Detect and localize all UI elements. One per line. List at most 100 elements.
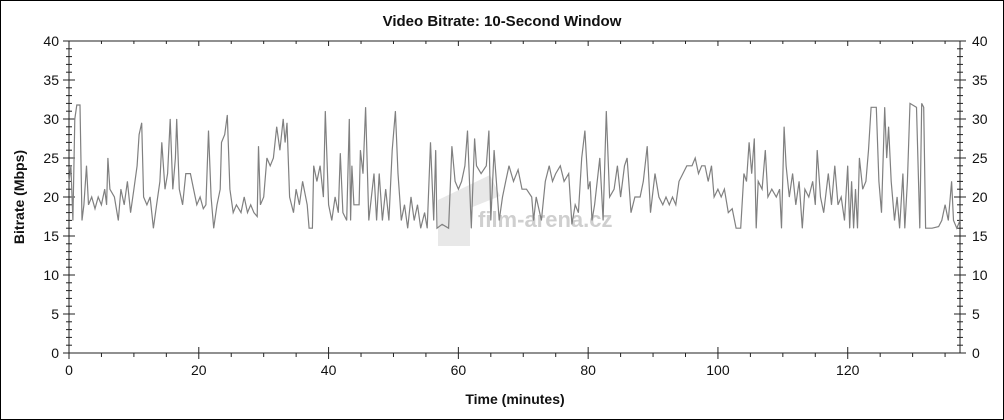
data-point (240, 212, 242, 213)
data-point (213, 227, 215, 229)
y-tick-label: 5 (51, 306, 59, 322)
data-point (312, 227, 313, 229)
y-right-tick-label: 15 (972, 228, 988, 244)
data-point (804, 188, 806, 190)
data-point (338, 212, 339, 213)
data-point (571, 224, 573, 225)
data-point (362, 173, 364, 174)
data-point (182, 204, 183, 206)
data-point (781, 227, 782, 229)
data-point (941, 220, 943, 221)
data-point (485, 165, 487, 167)
data-point (545, 181, 546, 182)
data-point (451, 146, 453, 147)
data-point (420, 227, 422, 229)
data-point (436, 227, 438, 229)
y-right-tick-label: 0 (972, 345, 980, 361)
data-point (476, 165, 477, 167)
data-point (820, 196, 821, 198)
data-point (464, 165, 466, 167)
data-point (812, 181, 813, 182)
data-point (827, 173, 829, 174)
data-point (881, 212, 882, 213)
data-point (785, 165, 787, 167)
data-point (902, 173, 904, 174)
data-point (626, 157, 628, 159)
data-point (388, 220, 390, 221)
data-point (365, 107, 366, 108)
data-point (334, 196, 336, 198)
data-point (136, 165, 138, 167)
data-point (205, 204, 207, 206)
data-point (761, 188, 763, 190)
data-point (224, 134, 226, 135)
data-point (471, 227, 472, 229)
data-point (888, 126, 889, 128)
data-point (620, 196, 621, 198)
data-point (735, 227, 737, 229)
data-point (868, 149, 869, 151)
data-point (404, 204, 405, 206)
data-point (358, 204, 360, 206)
data-point (308, 227, 310, 229)
data-point (448, 227, 449, 229)
data-point (686, 165, 688, 167)
data-point (837, 204, 839, 206)
data-point (260, 204, 261, 206)
data-point (276, 126, 277, 128)
data-point (711, 165, 712, 167)
x-tick-label: 0 (65, 362, 73, 378)
data-point (149, 196, 151, 198)
data-point (159, 181, 161, 182)
data-point (847, 165, 849, 167)
data-point (724, 188, 725, 190)
data-point (120, 188, 122, 190)
data-point (295, 188, 297, 190)
data-point (146, 204, 148, 206)
data-point (831, 204, 832, 206)
data-point (594, 204, 595, 206)
data-point (83, 204, 85, 206)
data-point (552, 181, 553, 182)
data-point (798, 181, 800, 182)
data-point (385, 188, 386, 190)
data-point (169, 118, 171, 120)
data-point (665, 196, 667, 198)
data-point (617, 165, 618, 167)
data-point (266, 157, 268, 159)
data-point (81, 220, 83, 221)
data-point (91, 196, 93, 198)
data-point (371, 196, 372, 198)
data-point (480, 173, 482, 174)
data-point (948, 220, 949, 221)
data-point (624, 165, 625, 167)
data-point (493, 149, 495, 151)
data-point (859, 157, 860, 159)
data-point (467, 130, 468, 131)
data-point (156, 204, 157, 206)
data-point (68, 181, 70, 182)
data-point (907, 181, 908, 182)
data-point (229, 188, 231, 190)
data-point (236, 204, 237, 206)
data-point (286, 122, 288, 124)
chart-title: Video Bitrate: 10-Second Window (383, 13, 622, 30)
data-point (127, 181, 128, 182)
data-point (776, 196, 777, 198)
y-tick-label: 35 (43, 72, 59, 88)
data-point (167, 173, 168, 174)
data-point (639, 196, 641, 198)
data-point (894, 220, 895, 221)
data-point (505, 181, 507, 182)
data-point (269, 165, 271, 167)
x-tick-label: 40 (321, 362, 337, 378)
data-point (634, 196, 636, 198)
data-point (199, 196, 201, 198)
data-point (919, 227, 921, 229)
y-right-tick-label: 10 (972, 267, 988, 283)
data-point (221, 142, 222, 143)
data-point (587, 188, 589, 190)
data-point (232, 212, 234, 213)
